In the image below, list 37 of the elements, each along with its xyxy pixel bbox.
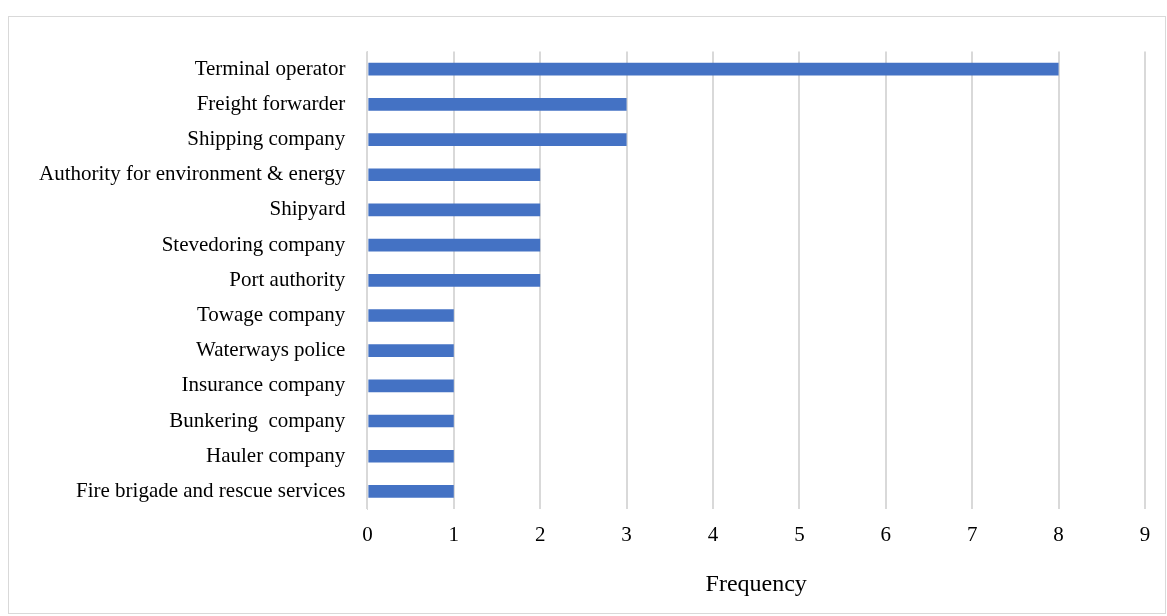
x-tick-label: 1 bbox=[448, 522, 460, 547]
y-tick-label: Insurance company bbox=[181, 372, 346, 397]
x-tick-label: 7 bbox=[966, 522, 978, 547]
bar bbox=[368, 273, 541, 287]
x-tick-label: 4 bbox=[707, 522, 719, 547]
y-tick-label: Authority for environment & energy bbox=[38, 161, 346, 186]
x-axis-title: Frequency bbox=[705, 569, 807, 596]
x-tick-label: 2 bbox=[534, 522, 546, 547]
x-tick-label: 9 bbox=[1139, 522, 1151, 547]
bar bbox=[368, 344, 454, 357]
y-tick-label: Stevedoring company bbox=[161, 231, 346, 256]
bar bbox=[368, 133, 627, 146]
y-tick-label: Shipyard bbox=[269, 196, 346, 221]
y-tick-label: Waterways police bbox=[196, 337, 346, 362]
y-tick-label: Hauler company bbox=[206, 442, 346, 467]
x-tick-label: 0 bbox=[362, 522, 373, 547]
y-tick-label: Terminal operator bbox=[194, 55, 346, 80]
bar bbox=[368, 168, 541, 182]
bar bbox=[368, 238, 541, 252]
bar bbox=[368, 449, 454, 463]
x-tick-label: 8 bbox=[1053, 522, 1064, 547]
x-tick-label: 5 bbox=[794, 522, 805, 547]
bar bbox=[368, 62, 1059, 76]
y-tick-label: Bunkering company bbox=[169, 407, 346, 432]
bar bbox=[368, 98, 627, 111]
bar bbox=[368, 485, 454, 498]
y-tick-label: Port authority bbox=[229, 266, 346, 291]
x-tick-label: 6 bbox=[880, 522, 892, 547]
bar bbox=[368, 203, 541, 217]
y-tick-label: Freight forwarder bbox=[196, 90, 346, 115]
x-tick-label: 3 bbox=[621, 522, 632, 547]
y-tick-label: Fire brigade and rescue services bbox=[75, 477, 346, 502]
y-tick-label: Towage company bbox=[196, 302, 346, 326]
bar bbox=[368, 379, 454, 393]
bar bbox=[368, 309, 454, 322]
y-tick-label: Shipping company bbox=[187, 126, 346, 151]
bar bbox=[368, 414, 454, 428]
